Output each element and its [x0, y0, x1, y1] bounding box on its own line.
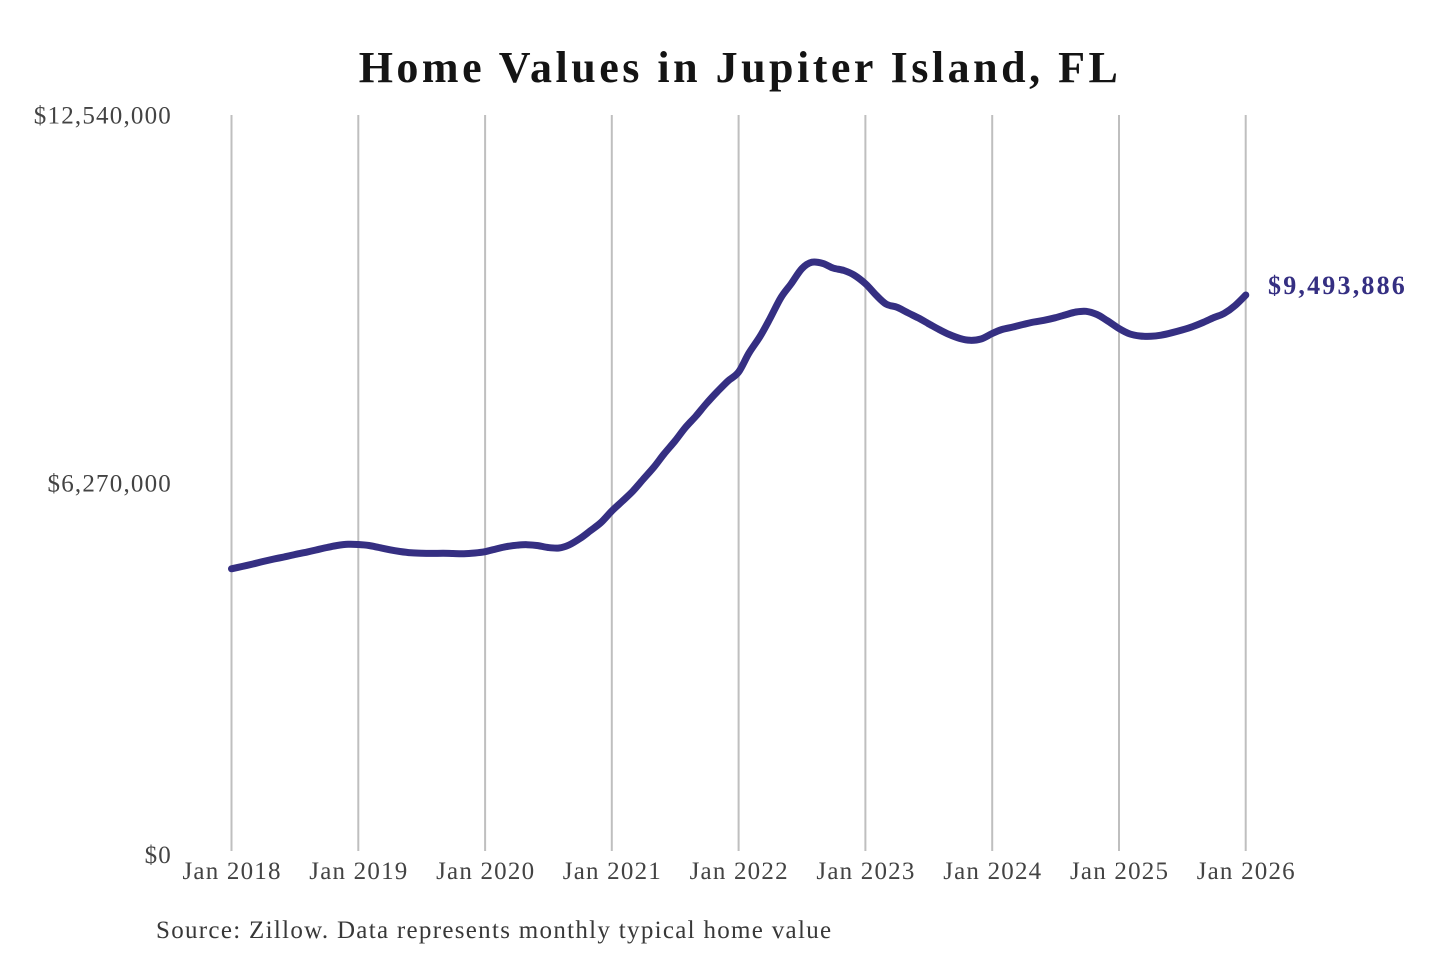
svg-text:Jan 2026: Jan 2026 [1197, 858, 1296, 885]
svg-text:Jan 2020: Jan 2020 [436, 858, 535, 885]
svg-text:Source: Zillow. Data represent: Source: Zillow. Data represents monthly … [156, 917, 832, 944]
svg-text:Jan 2025: Jan 2025 [1070, 858, 1169, 885]
svg-text:Jan 2019: Jan 2019 [309, 858, 408, 885]
svg-text:Jan 2021: Jan 2021 [563, 858, 662, 885]
svg-text:Jan 2023: Jan 2023 [816, 858, 915, 885]
svg-text:$12,540,000: $12,540,000 [34, 103, 172, 130]
svg-text:$0: $0 [145, 842, 172, 869]
svg-text:$9,493,886: $9,493,886 [1268, 271, 1407, 300]
svg-text:Jan 2024: Jan 2024 [943, 858, 1042, 885]
svg-text:Jan 2018: Jan 2018 [183, 858, 282, 885]
svg-text:Jan 2022: Jan 2022 [690, 858, 789, 885]
svg-text:$6,270,000: $6,270,000 [48, 471, 173, 498]
svg-text:Home Values in Jupiter Island,: Home Values in Jupiter Island, FL [359, 43, 1122, 92]
